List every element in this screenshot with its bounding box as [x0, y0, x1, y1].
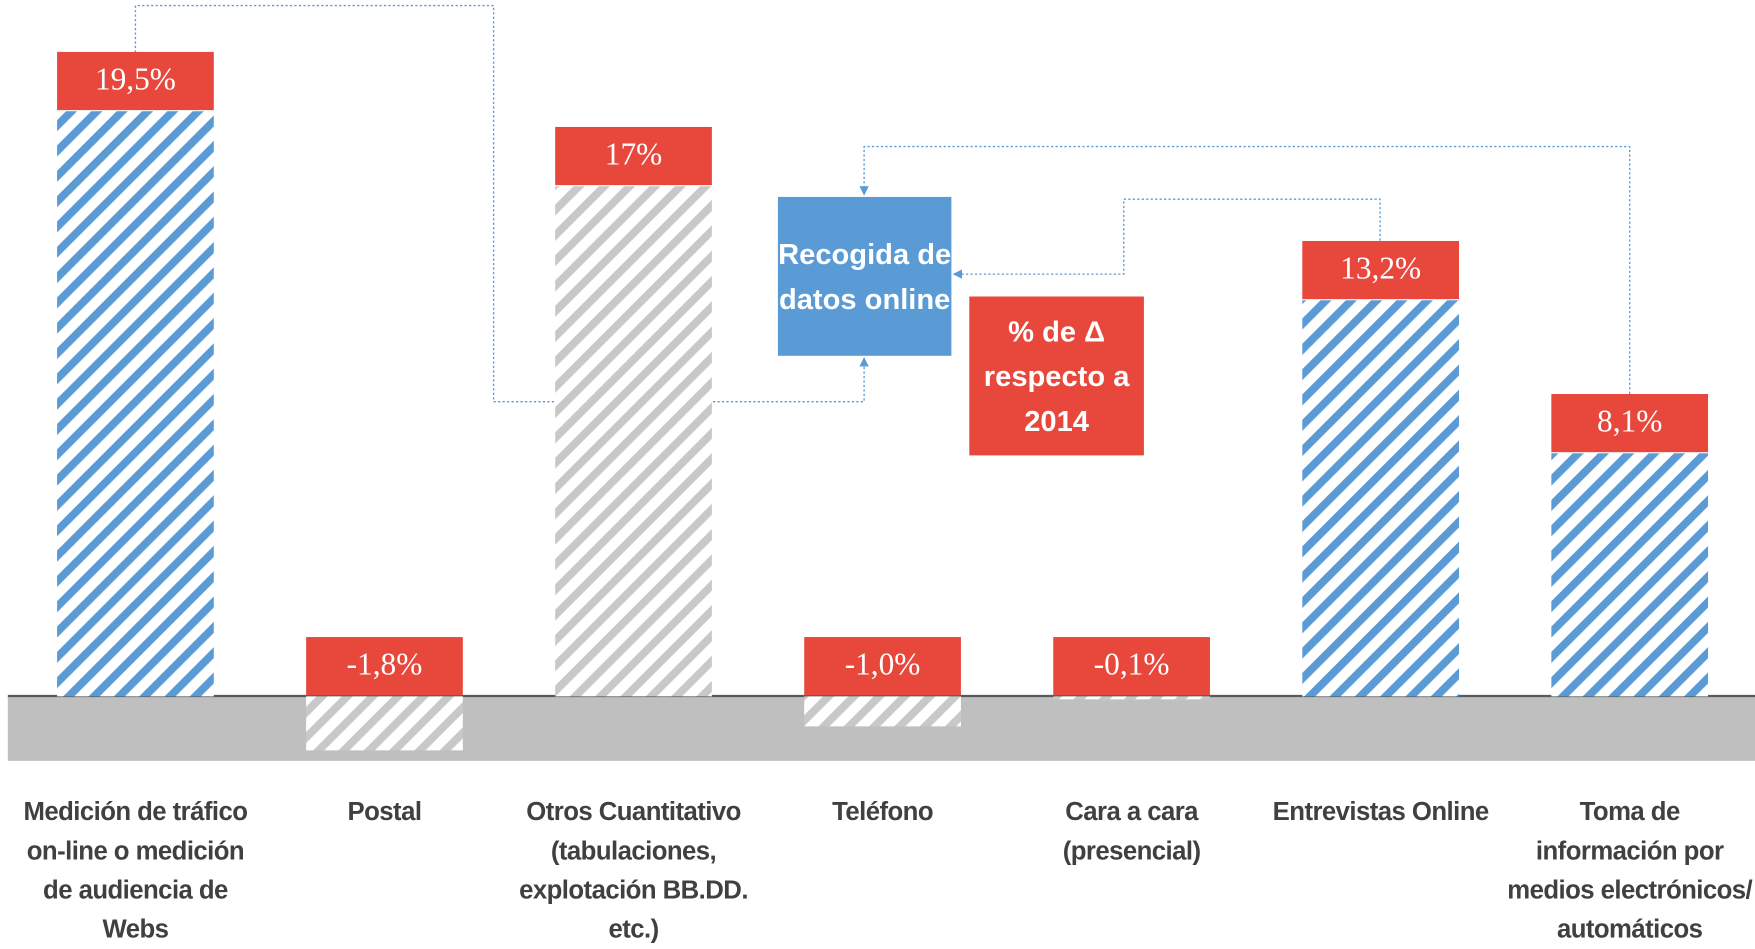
- bar: [1551, 453, 1709, 697]
- value-label-box: [804, 637, 961, 696]
- annotation-box: % de Δ respecto a 2014: [969, 296, 1144, 456]
- value-label: 19,5%: [95, 61, 176, 96]
- annotation: % de Δ respecto a 2014: [983, 314, 1130, 438]
- bar: [804, 696, 961, 727]
- marks: 19,5% -1,8% 17% -1,0% -0,1% 13,2% 8,1%: [57, 51, 1709, 751]
- value-label: -1,8%: [347, 646, 423, 681]
- connector: [134, 4, 869, 403]
- value-label-box: [1302, 240, 1460, 300]
- value-label-box: [306, 637, 463, 696]
- value-label-box: [1053, 637, 1210, 696]
- value-label-box: [57, 51, 214, 111]
- value-label: -0,1%: [1094, 646, 1170, 681]
- connector: [952, 198, 1381, 279]
- bar: [555, 186, 712, 697]
- value-label-box: [1551, 394, 1709, 453]
- bar: [1053, 696, 1210, 700]
- x-tick-label: Otros Cuantitativo (tabulaciones, explot…: [519, 796, 748, 944]
- value-label: -1,0%: [845, 646, 921, 681]
- value-label-box: [555, 126, 712, 186]
- connectors: [134, 4, 1631, 403]
- annotation-box: Recogida de datos online: [777, 196, 952, 356]
- bar: [306, 696, 463, 751]
- value-label: 17%: [605, 136, 662, 171]
- bar: [57, 111, 214, 697]
- x-tick-label: Postal: [347, 796, 422, 826]
- value-label: 8,1%: [1597, 403, 1662, 438]
- value-label: 13,2%: [1340, 250, 1421, 285]
- x-tick-label: Toma de información por medios electróni…: [1507, 796, 1753, 944]
- x-tick-label: Medición de tráfico on-line o medición d…: [23, 796, 248, 944]
- x-tick-label: Teléfono: [832, 796, 934, 826]
- annotation: Recogida de datos online: [778, 237, 952, 316]
- x-tick-label: Cara a cara (presencial): [1062, 796, 1201, 865]
- bar: [1302, 300, 1460, 697]
- x-tick-label: Entrevistas Online: [1272, 796, 1490, 826]
